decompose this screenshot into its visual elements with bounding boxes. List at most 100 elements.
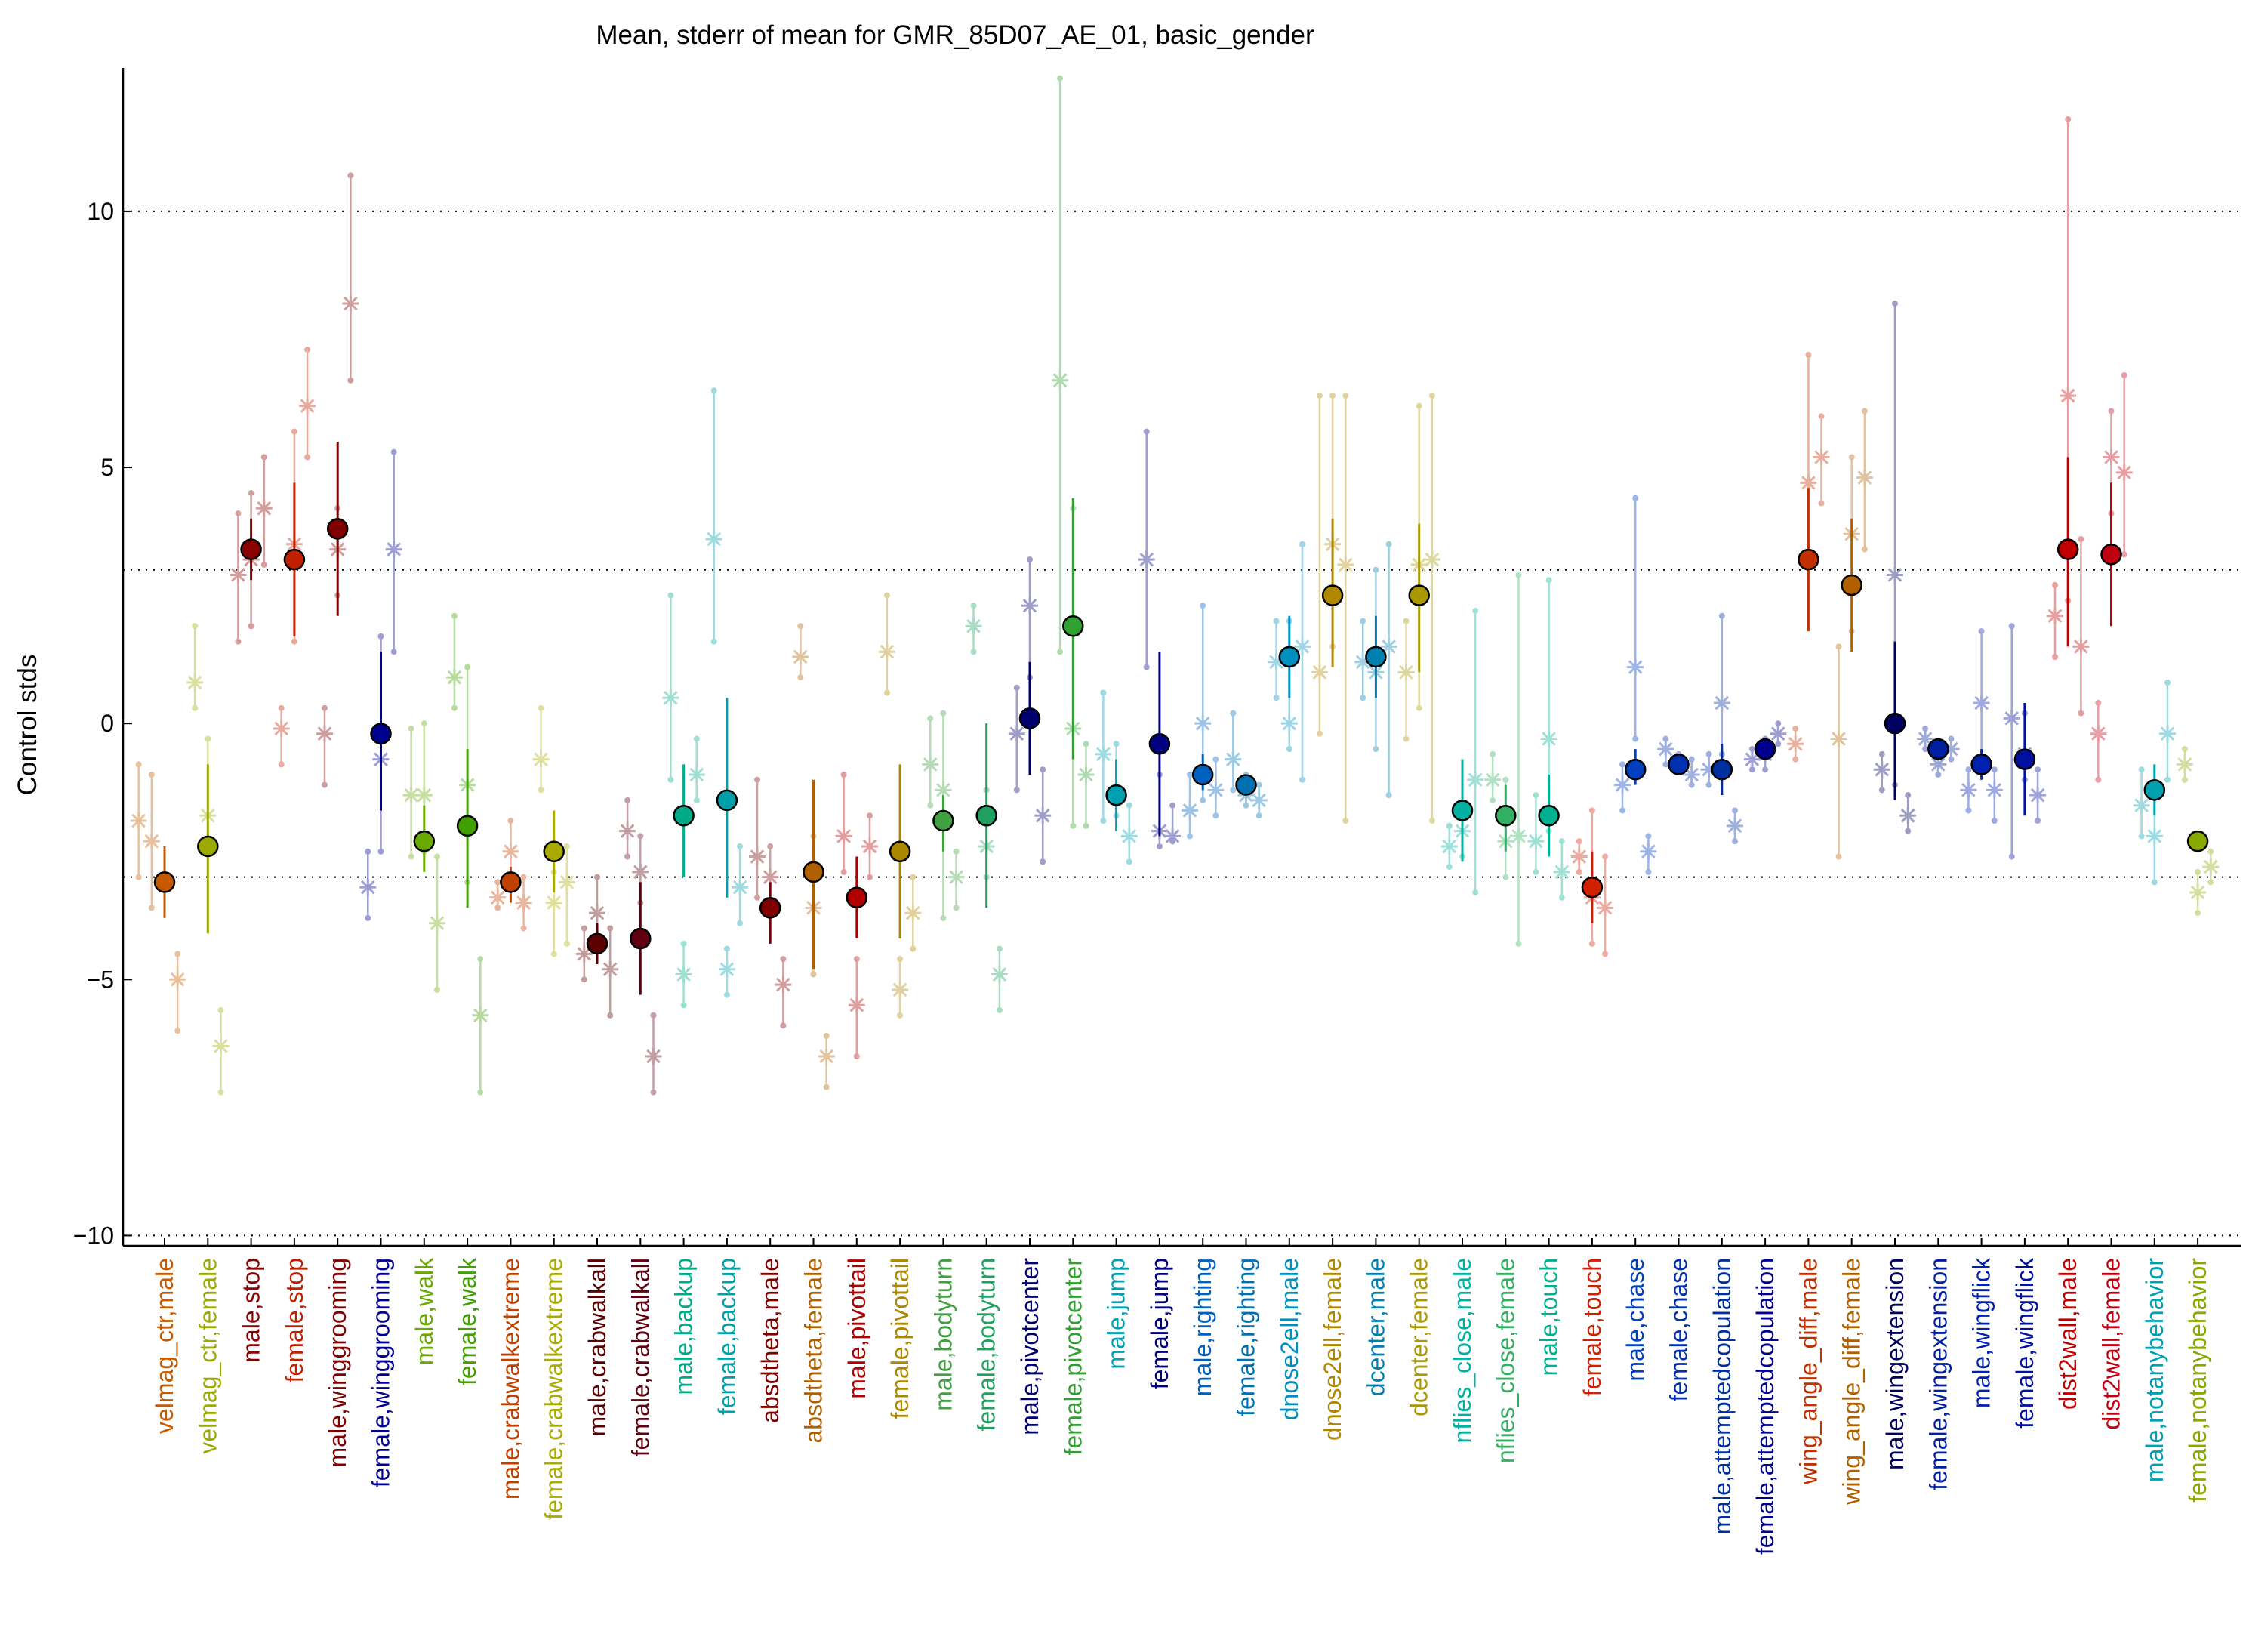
mean-marker	[1538, 805, 1560, 827]
point-errorbar-cap	[205, 735, 211, 742]
star-stroke	[2074, 640, 2088, 654]
point-star-marker	[1484, 771, 1502, 788]
point-errorbar-cap	[1403, 618, 1410, 624]
star-stroke	[274, 721, 289, 736]
point-star-marker	[1973, 695, 1990, 712]
point-errorbar-cap	[217, 1007, 224, 1013]
point-errorbar-cap	[1169, 802, 1176, 809]
point-errorbar-cap	[940, 914, 947, 921]
star-stroke	[214, 1039, 228, 1053]
point-errorbar-cap	[377, 848, 384, 855]
point-errorbar-cap	[1342, 818, 1349, 824]
point-errorbar-cap	[174, 1028, 181, 1034]
star-stroke	[1801, 476, 1816, 490]
category-group	[489, 818, 532, 1246]
point-errorbar-cap	[1718, 612, 1725, 619]
star-stroke	[1209, 783, 1223, 797]
point-errorbar-cap	[520, 925, 527, 932]
mean-marker	[1495, 805, 1517, 827]
point-star-marker	[2115, 464, 2133, 481]
point-errorbar-cap	[1948, 735, 1955, 742]
point-errorbar-cap	[624, 853, 631, 860]
mean-marker	[1018, 707, 1041, 729]
star-stroke	[1918, 732, 1933, 746]
x-tick-label: male,chase	[1622, 1258, 1649, 1382]
point-errorbar-cap	[866, 874, 873, 880]
point-errorbar-cap	[235, 638, 242, 645]
mean-marker	[1148, 733, 1171, 755]
point-errorbar-cap	[1373, 746, 1379, 753]
point-star-marker	[1800, 474, 1817, 492]
point-star-marker	[2103, 448, 2120, 466]
x-tick-label: male,notanybehavior	[2141, 1258, 2168, 1482]
point-star-marker	[1467, 771, 1484, 788]
point-errorbar-cap	[2095, 776, 2102, 783]
point-errorbar-cap	[1792, 725, 1799, 732]
star-stroke	[447, 670, 462, 685]
point-errorbar-cap	[365, 848, 371, 855]
point-star-marker	[502, 843, 519, 860]
star-stroke	[1597, 901, 1613, 915]
star-stroke	[1974, 695, 1989, 710]
point-errorbar-cap	[347, 377, 354, 384]
category-group	[1225, 710, 1268, 1246]
point-errorbar-cap	[927, 802, 934, 809]
point-errorbar-cap	[365, 914, 371, 921]
category-group	[2090, 371, 2133, 1246]
category-group	[1917, 725, 1960, 1246]
point-errorbar-cap	[1775, 720, 1782, 727]
point-errorbar-cap	[1360, 618, 1366, 624]
point-errorbar-cap	[910, 874, 917, 880]
star-stroke	[1312, 665, 1327, 680]
point-errorbar-cap	[1446, 864, 1453, 871]
point-errorbar-cap	[148, 905, 155, 911]
point-errorbar-cap	[1922, 746, 1929, 753]
point-errorbar-cap	[853, 956, 860, 963]
mean-marker	[197, 835, 219, 858]
point-errorbar-cap	[1835, 643, 1842, 650]
mean-marker	[1321, 584, 1344, 606]
point-errorbar-cap	[710, 638, 717, 645]
point-errorbar-cap	[1632, 495, 1639, 501]
star-stroke	[1658, 741, 1673, 757]
x-tick-label: female,wingflick	[2011, 1257, 2038, 1429]
star-stroke	[1399, 665, 1413, 680]
point-star-marker	[1008, 725, 1025, 742]
point-errorbar-cap	[1200, 603, 1206, 609]
point-errorbar-cap	[953, 848, 960, 855]
point-star-marker	[904, 905, 922, 922]
point-star-marker	[705, 531, 722, 547]
point-errorbar-cap	[667, 776, 674, 783]
point-errorbar-cap	[710, 387, 717, 394]
y-axis-label: Control stds	[13, 655, 42, 796]
star-stroke	[862, 839, 877, 854]
point-star-marker	[1553, 863, 1570, 880]
point-star-marker	[688, 766, 705, 783]
point-star-marker	[230, 566, 247, 584]
point-errorbar-cap	[667, 592, 674, 599]
point-star-marker	[558, 874, 575, 891]
mean-marker	[413, 830, 436, 852]
point-errorbar-cap	[451, 704, 458, 711]
point-star-marker	[1250, 791, 1268, 809]
star-stroke	[707, 532, 722, 547]
x-tick-label: nflies_close,female	[1492, 1258, 1519, 1463]
mean-marker	[1754, 738, 1776, 760]
mean-marker	[1668, 754, 1690, 775]
star-stroke	[387, 542, 402, 556]
x-tick-label: male,backup	[670, 1258, 698, 1395]
point-star-marker	[1597, 899, 1614, 917]
point-star-marker	[1182, 802, 1199, 819]
star-stroke	[1770, 726, 1785, 741]
point-errorbar-cap	[1083, 822, 1089, 829]
mean-marker	[716, 789, 738, 812]
star-stroke	[836, 829, 851, 843]
category-group	[2176, 746, 2220, 1246]
category-group	[359, 448, 402, 1246]
x-tick-label: female,notanybehavior	[2184, 1258, 2211, 1503]
point-star-marker	[2146, 828, 2163, 845]
point-errorbar-cap	[1705, 781, 1712, 788]
point-errorbar-cap	[1688, 756, 1695, 763]
point-errorbar-cap	[1731, 838, 1738, 845]
point-errorbar-cap	[1576, 868, 1582, 875]
